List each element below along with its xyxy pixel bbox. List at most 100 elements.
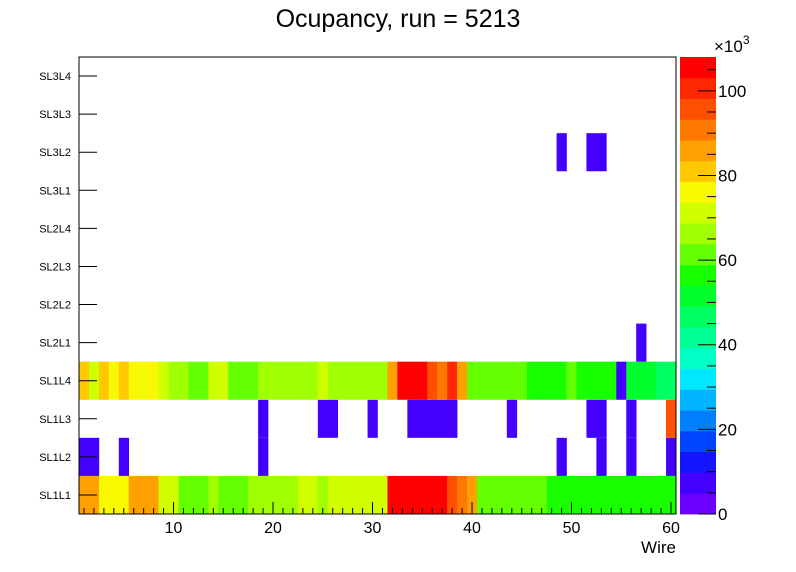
x-axis: 10 20 30 40 50 60 — [83, 502, 680, 537]
x-tick-label: 10 — [165, 520, 183, 537]
y-tick-label: SL2L3 — [39, 261, 71, 273]
heatmap-cell — [626, 361, 637, 400]
heatmap-cell — [98, 361, 110, 400]
color-scale-segment — [680, 368, 716, 390]
heatmap-cell — [516, 475, 528, 514]
color-scale-segment — [680, 77, 716, 99]
x-tick-label: 50 — [563, 520, 581, 537]
heatmap-cell — [238, 475, 249, 514]
color-scale-segment — [680, 451, 716, 473]
heatmap-cell — [506, 399, 518, 438]
heatmap-cell — [427, 475, 438, 514]
heatmap-cell — [108, 361, 120, 400]
heatmap-cell — [666, 475, 677, 514]
color-scale-segment — [680, 430, 716, 453]
heatmap-cell — [546, 361, 557, 400]
color-scale-segment — [680, 347, 716, 369]
heatmap-cell — [506, 475, 518, 514]
heatmap-cell — [377, 361, 388, 400]
heatmap-cell — [108, 475, 120, 514]
heatmap-cell — [437, 399, 448, 438]
heatmap-cell — [596, 133, 607, 172]
heatmap-cell — [337, 475, 348, 514]
heatmap-cell — [486, 361, 498, 400]
heatmap-cell — [566, 475, 577, 514]
chart-title: Ocupancy, run = 5213 — [276, 5, 521, 33]
heatmap-cell — [556, 133, 567, 172]
heatmap-cell — [666, 361, 677, 400]
heatmap-cell — [636, 361, 647, 400]
color-scale-segment — [680, 160, 716, 183]
heatmap-cell — [307, 361, 319, 400]
color-scale-segment — [680, 285, 716, 307]
color-scale-segment — [680, 327, 716, 349]
heatmap-cell — [198, 475, 209, 514]
z-tick-label: 80 — [718, 166, 737, 185]
heatmap-cell — [248, 475, 259, 514]
color-scale: 0 20 40 60 80 100 — [680, 57, 746, 524]
heatmap-cell — [427, 399, 438, 438]
heatmap-cell — [208, 475, 219, 514]
heatmap-cell — [447, 399, 458, 438]
y-tick-label: SL1L4 — [39, 376, 71, 388]
y-tick-label: SL3L1 — [39, 185, 71, 197]
heatmap-cell — [586, 361, 597, 400]
heatmap-cell — [248, 361, 259, 400]
heatmap-cell — [168, 475, 179, 514]
heatmap-cell — [636, 475, 647, 514]
heatmap-cell — [258, 437, 269, 476]
heatmap-cell — [646, 475, 657, 514]
heatmap-cell — [347, 475, 358, 514]
heatmap-cell — [258, 399, 269, 438]
heatmap-cell — [467, 361, 478, 400]
heatmap-cell — [586, 399, 597, 438]
heatmap-cell — [656, 361, 667, 400]
heatmap-cell — [178, 361, 189, 400]
heatmap-cell — [417, 475, 428, 514]
heatmap-cell — [656, 475, 667, 514]
heatmap-cell — [636, 323, 647, 362]
heatmap-cell — [228, 475, 239, 514]
heatmap-cell — [566, 361, 577, 400]
color-scale-segment — [680, 119, 716, 141]
heatmap-cell — [297, 361, 309, 400]
y-axis: SL1L1 SL1L2 SL1L3 SL1L4 SL2L1 SL2L2 SL2L3 SL2L4… — [39, 71, 97, 502]
heatmap-cell — [467, 475, 478, 514]
heatmap-cell — [447, 475, 458, 514]
heatmap-cell — [178, 475, 189, 514]
heatmap-cell — [158, 475, 169, 514]
heatmap-cell — [666, 437, 677, 476]
heatmap-cell — [238, 361, 249, 400]
heatmap-cell — [457, 361, 468, 400]
heatmap-cell — [327, 475, 338, 514]
heatmap-cell — [118, 475, 130, 514]
heatmap-cell — [536, 361, 547, 400]
z-tick-label: 40 — [718, 336, 737, 355]
z-exponent-power: 3 — [743, 33, 750, 47]
heatmap-cell — [646, 361, 657, 400]
heatmap-cell — [596, 475, 607, 514]
z-tick-label: 60 — [718, 251, 737, 270]
heatmap-cell — [477, 475, 488, 514]
heatmap-cell — [148, 475, 159, 514]
heatmap-cell — [516, 361, 528, 400]
color-scale-segment — [680, 410, 716, 432]
y-tick-label: SL1L2 — [39, 452, 71, 464]
heatmap-cell — [287, 475, 299, 514]
color-scale-segment — [680, 472, 716, 494]
heatmap-cell — [427, 361, 438, 400]
heatmap-cell — [447, 361, 458, 400]
heatmap-cell — [397, 475, 408, 514]
z-exponent-label: ×103 — [714, 33, 750, 56]
heatmap-cell — [198, 361, 209, 400]
heatmap-cell — [437, 361, 448, 400]
heatmap-cell — [158, 361, 169, 400]
heatmap-cell — [118, 437, 130, 476]
heatmap-cell — [397, 361, 408, 400]
heatmap-cell — [98, 475, 110, 514]
heatmap-cell — [666, 399, 677, 438]
heatmap-cell — [626, 475, 637, 514]
heatmap-cell — [596, 399, 607, 438]
heatmap-cell — [317, 399, 329, 438]
heatmap-cells — [79, 133, 677, 514]
